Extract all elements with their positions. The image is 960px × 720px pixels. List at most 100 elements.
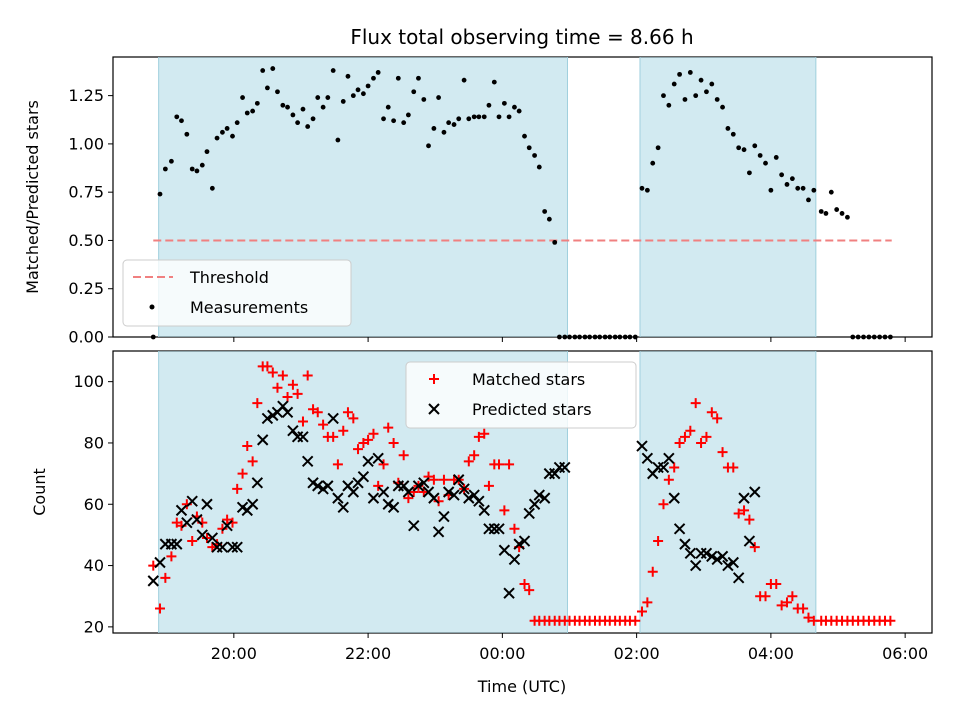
measurement-point (823, 211, 829, 216)
measurement-point (666, 102, 672, 108)
measurement-point (592, 334, 598, 340)
measurement-point (254, 100, 260, 106)
predicted-point (468, 489, 480, 501)
count-shade-1 (639, 351, 816, 633)
matched-point (733, 508, 744, 519)
measurement-point (516, 108, 522, 114)
measurement-point (655, 145, 661, 151)
matched-point (519, 578, 530, 589)
measurement-point (204, 149, 210, 155)
measurement-point (290, 112, 296, 118)
predicted-point (533, 489, 545, 501)
matched-point (653, 536, 664, 547)
measurement-point (365, 83, 371, 89)
predicted-point (513, 538, 525, 550)
predicted-point (261, 412, 274, 425)
matched-point (187, 536, 198, 547)
measurement-point (320, 104, 326, 110)
predicted-point (442, 486, 455, 498)
measurement-point (501, 100, 507, 106)
measurement-point (335, 137, 341, 143)
measurement-point (622, 334, 628, 340)
measurement-point (280, 102, 286, 108)
predicted-point (226, 541, 239, 553)
predicted-point (428, 492, 440, 504)
measurement-point (522, 133, 527, 139)
matched-point (342, 407, 353, 418)
predicted-point (722, 559, 734, 572)
predicted-point (448, 489, 460, 501)
predicted-point (312, 480, 324, 492)
matched-point (696, 437, 707, 448)
predicted-point (641, 452, 654, 464)
measurement-point (582, 334, 588, 340)
matched-point (479, 428, 490, 439)
predicted-point (663, 452, 675, 464)
matched-point (363, 434, 374, 445)
measurement-point (300, 106, 306, 112)
predicted-point (154, 556, 166, 569)
matched-point (473, 431, 484, 442)
measurement-point (779, 172, 785, 178)
predicted-point (387, 501, 400, 514)
predicted-point (277, 400, 289, 412)
predicted-point (684, 547, 697, 560)
measurement-point (877, 334, 883, 340)
matched-point (636, 606, 647, 617)
matched-point (302, 370, 313, 381)
matched-point (423, 471, 434, 482)
predicted-point (186, 495, 198, 507)
matched-point (222, 514, 233, 525)
predicted-point (538, 492, 551, 504)
matched-point (398, 450, 409, 461)
matched-point (282, 391, 293, 402)
predicted-point (743, 535, 756, 547)
matched-point (408, 487, 419, 497)
predicted-point (281, 406, 294, 419)
measurement-point (587, 334, 593, 340)
count-points (148, 361, 896, 626)
measurement-points (150, 66, 893, 340)
measurement-point (839, 211, 845, 216)
predicted-point (181, 516, 193, 529)
measurement-point (795, 185, 801, 191)
predicted-point (221, 520, 233, 532)
measurement-point (230, 133, 235, 139)
matched-point (368, 428, 379, 439)
x-tick-label-4: 04:00 (748, 644, 794, 663)
predicted-point (175, 504, 188, 517)
measurement-point (162, 166, 168, 172)
ratio-ytick-label-5: 1.25 (68, 86, 104, 105)
predicted-point (332, 492, 344, 504)
matched-point (287, 379, 298, 390)
matched-point (373, 480, 384, 491)
matched-point (217, 523, 228, 534)
measurement-point (506, 114, 512, 120)
measurement-point (375, 70, 381, 75)
predicted-point (463, 492, 475, 504)
predicted-point (657, 461, 670, 474)
count-panel-ylabel: Count (30, 468, 49, 516)
predicted-point (357, 470, 370, 483)
matched-point (739, 505, 750, 516)
measurement-point (305, 124, 311, 129)
matched-point (201, 532, 212, 543)
measurement-point (295, 120, 301, 126)
ratio-panel-y-axis: 0.00 0.25 0.50 0.75 1.00 1.25 (68, 86, 113, 347)
predicted-point (478, 504, 490, 517)
predicted-point (301, 455, 314, 468)
matched-point (798, 603, 809, 614)
measurement-point (451, 122, 457, 127)
ratio-ytick-label-4: 1.00 (68, 134, 104, 153)
predicted-point (523, 507, 535, 520)
matched-point (403, 493, 414, 504)
predicted-point (191, 513, 203, 526)
predicted-point (689, 559, 702, 572)
measurement-point (179, 118, 184, 124)
measurement-point (768, 187, 774, 193)
measurement-point (861, 334, 866, 340)
measurement-point (244, 110, 250, 116)
measurement-point (828, 189, 834, 195)
measurement-point (567, 334, 572, 340)
